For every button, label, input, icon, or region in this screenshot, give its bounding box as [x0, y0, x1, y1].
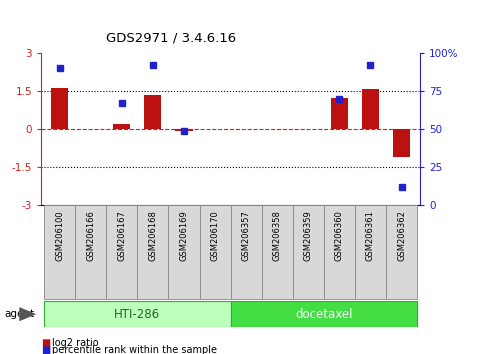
- Text: GSM206100: GSM206100: [55, 210, 64, 261]
- Bar: [393, 129, 410, 157]
- Bar: [331, 98, 348, 129]
- Bar: [324, 205, 355, 299]
- Text: GSM206170: GSM206170: [211, 210, 220, 261]
- Text: GSM206358: GSM206358: [273, 210, 282, 261]
- Bar: [51, 88, 68, 129]
- Bar: [231, 205, 262, 299]
- Bar: [44, 301, 231, 327]
- Text: GSM206168: GSM206168: [148, 210, 157, 261]
- Bar: [137, 205, 169, 299]
- Bar: [293, 205, 324, 299]
- Text: GSM206166: GSM206166: [86, 210, 95, 261]
- Text: agent: agent: [5, 309, 35, 319]
- Bar: [75, 205, 106, 299]
- Bar: [106, 205, 137, 299]
- Text: docetaxel: docetaxel: [295, 308, 353, 321]
- Text: GSM206169: GSM206169: [180, 210, 188, 261]
- Text: log2 ratio: log2 ratio: [52, 338, 99, 348]
- Text: GSM206362: GSM206362: [397, 210, 406, 261]
- Text: GSM206167: GSM206167: [117, 210, 127, 261]
- Bar: [199, 205, 231, 299]
- Bar: [144, 95, 161, 129]
- Bar: [262, 205, 293, 299]
- Bar: [362, 89, 379, 129]
- Text: GSM206357: GSM206357: [242, 210, 251, 261]
- Bar: [114, 124, 130, 129]
- Bar: [231, 301, 417, 327]
- Bar: [44, 205, 75, 299]
- Text: GSM206359: GSM206359: [304, 210, 313, 261]
- Text: GSM206361: GSM206361: [366, 210, 375, 261]
- Text: GDS2971 / 3.4.6.16: GDS2971 / 3.4.6.16: [106, 31, 236, 44]
- Text: ■: ■: [41, 338, 50, 348]
- Text: percentile rank within the sample: percentile rank within the sample: [52, 346, 217, 354]
- Bar: [355, 205, 386, 299]
- Text: GSM206360: GSM206360: [335, 210, 344, 261]
- Text: ■: ■: [41, 346, 50, 354]
- Bar: [386, 205, 417, 299]
- Text: HTI-286: HTI-286: [114, 308, 160, 321]
- Bar: [175, 129, 193, 131]
- Bar: [169, 205, 199, 299]
